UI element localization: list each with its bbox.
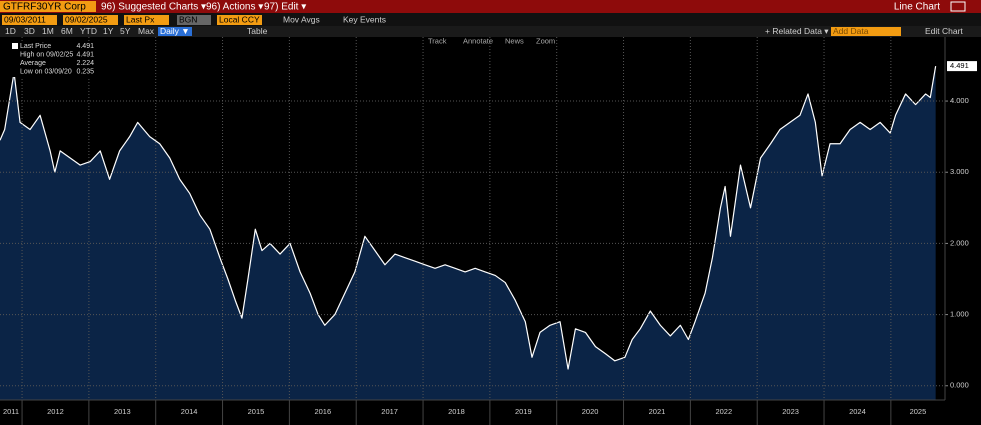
- y-tick-label: 3.000: [950, 167, 969, 176]
- currency-box[interactable]: [217, 15, 262, 25]
- related-data[interactable]: + Related Data ▾: [765, 26, 829, 36]
- y-tick-label: 4.000: [950, 96, 969, 105]
- x-tick-label: 2016: [314, 407, 331, 416]
- edit-chart[interactable]: Edit Chart: [925, 26, 963, 36]
- stat-label: High on 09/02/25: [20, 51, 73, 58]
- tool-button[interactable]: Track: [428, 36, 447, 45]
- menu[interactable]: 96) Actions ▾: [206, 2, 263, 13]
- stat-value: 0.235: [76, 68, 94, 75]
- plot: 0.000 1.000 2.000 3.000 4.000: [0, 37, 969, 400]
- tools: Track Annotate News Zoom: [428, 36, 555, 45]
- stats-box: [6, 42, 96, 77]
- range-button[interactable]: 1Y: [103, 26, 114, 36]
- stat-value: 4.491: [76, 51, 94, 58]
- top-bar: [0, 0, 981, 13]
- y-tick-label: 2.000: [950, 238, 969, 247]
- add-data-box[interactable]: [831, 27, 901, 36]
- range-bar: [0, 26, 981, 37]
- chart-kind[interactable]: Line Chart: [894, 2, 940, 13]
- x-tick-label: 2020: [582, 407, 599, 416]
- date-box[interactable]: [2, 15, 57, 25]
- tool-button[interactable]: Zoom: [536, 36, 555, 45]
- range-button[interactable]: YTD: [80, 26, 97, 36]
- area: [0, 66, 936, 400]
- y-tick-label: 0.000: [950, 381, 969, 390]
- x-tick-label: 2025: [910, 407, 927, 416]
- x-tick-label: 2024: [849, 407, 866, 416]
- x-tick-label: 2017: [381, 407, 398, 416]
- line: [0, 66, 937, 370]
- menu[interactable]: 97) Edit ▾: [264, 2, 306, 13]
- tool-button[interactable]: News: [505, 36, 524, 45]
- stat-value: 4.491: [76, 43, 94, 50]
- x-tick-label: 2018: [448, 407, 465, 416]
- range-button[interactable]: 5Y: [120, 26, 131, 36]
- option[interactable]: Mov Avgs: [283, 14, 320, 24]
- export-icon[interactable]: [950, 1, 966, 12]
- table-button[interactable]: Table: [247, 26, 268, 36]
- source: BGN: [179, 14, 197, 24]
- ranges: 1D 3D 1M 6M YTD 1Y 5Y Max: [5, 26, 155, 36]
- start-date: 09/03/2011: [4, 14, 46, 24]
- tool-button[interactable]: Annotate: [463, 36, 493, 45]
- last-price-tag: [947, 61, 977, 72]
- x-tick-label: 2013: [114, 407, 131, 416]
- frequency: Daily ▼: [160, 26, 190, 36]
- add-data: Add Data: [833, 26, 869, 36]
- field: Last Px: [126, 14, 155, 24]
- x-tick-label: 2012: [47, 407, 64, 416]
- stat-label: Average: [20, 60, 46, 67]
- frequency-box[interactable]: [158, 27, 192, 36]
- x-tick-label: 2015: [248, 407, 265, 416]
- date-box[interactable]: [63, 15, 118, 25]
- x-tick-label: 2021: [649, 407, 666, 416]
- x-tick-label: 2011: [3, 407, 19, 416]
- x-axis-strip: [0, 400, 945, 425]
- range-button[interactable]: 1D: [5, 26, 16, 36]
- x-tick-label: 2023: [782, 407, 799, 416]
- x-tick-label: 2022: [715, 407, 732, 416]
- stat-label: Low on 03/09/20: [20, 68, 72, 75]
- ticker: GTFRF30YR Corp: [3, 2, 86, 13]
- end-date: 09/02/2025: [65, 14, 108, 24]
- option[interactable]: Key Events: [343, 14, 386, 24]
- range-button[interactable]: Max: [138, 26, 155, 36]
- field-box[interactable]: [124, 15, 169, 25]
- x-tick-label: 2019: [515, 407, 532, 416]
- menu[interactable]: 96) Suggested Charts ▾: [101, 2, 206, 13]
- last-price-label: 4.491: [950, 61, 969, 70]
- source-box[interactable]: [177, 15, 211, 25]
- range-button[interactable]: 6M: [61, 26, 73, 36]
- currency: Local CCY: [219, 14, 260, 24]
- y-tick-label: 1.000: [950, 310, 969, 319]
- stat-value: 2.224: [76, 60, 94, 67]
- x-tick-label: 2014: [181, 407, 198, 416]
- stat-label: Last Price: [20, 43, 51, 50]
- ticker-box[interactable]: [0, 1, 96, 12]
- range-button[interactable]: 3D: [24, 26, 35, 36]
- stat-swatch: [12, 43, 18, 49]
- range-button[interactable]: 1M: [42, 26, 54, 36]
